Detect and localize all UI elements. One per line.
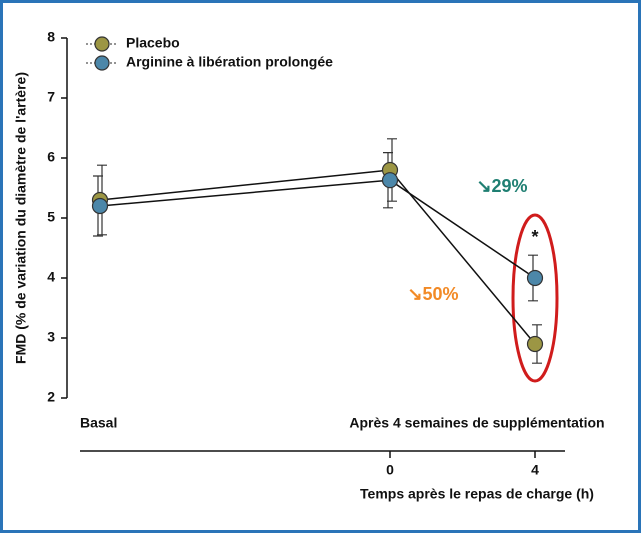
y-tick-label: 8 (47, 29, 55, 45)
y-axis-label: FMD (% de variation du diamètre de l'art… (13, 72, 29, 364)
annotation: ↘29% (476, 176, 527, 196)
data-point (526, 269, 544, 287)
x-tick-label: 4 (531, 462, 539, 478)
data-point (91, 197, 109, 215)
legend-marker (94, 36, 110, 52)
y-tick-label: 7 (47, 89, 55, 105)
annotation: ↘50% (407, 284, 458, 304)
y-tick-label: 6 (47, 149, 55, 165)
legend-marker (94, 55, 110, 71)
data-point (381, 172, 399, 189)
x-axis-label: Temps après le repas de charge (h) (360, 486, 594, 502)
group-label: Après 4 semaines de supplémentation (349, 415, 604, 431)
x-tick-label: 0 (386, 462, 394, 478)
data-point (526, 335, 544, 353)
legend-label: Placebo (126, 35, 180, 51)
y-tick-label: 5 (47, 209, 55, 225)
legend-label: Arginine à libération prolongée (126, 54, 333, 70)
highlight-ellipse (511, 213, 559, 383)
group-label: Basal (80, 415, 117, 431)
y-tick-label: 4 (47, 269, 55, 285)
annotation: * (531, 227, 538, 247)
y-tick-label: 2 (47, 389, 55, 405)
y-tick-label: 3 (47, 329, 55, 345)
